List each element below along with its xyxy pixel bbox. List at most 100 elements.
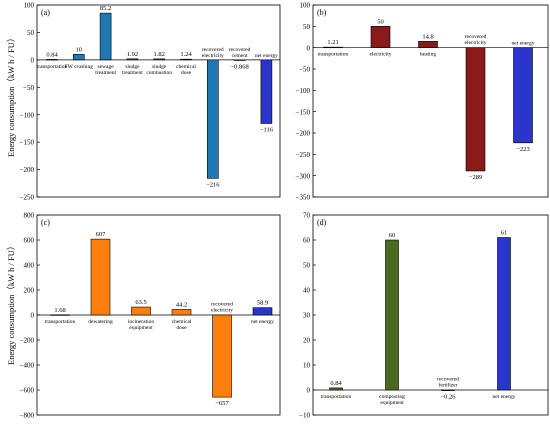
bar bbox=[207, 59, 219, 179]
category-label-line: dose bbox=[176, 325, 187, 331]
category-label-line: recovered bbox=[465, 34, 487, 40]
category-label: recovered cement bbox=[229, 47, 251, 59]
panel-label: (b) bbox=[317, 8, 327, 17]
category-label: recovered electricity bbox=[202, 47, 224, 59]
category-label: net energy bbox=[251, 319, 274, 325]
category-label-line: net energy bbox=[255, 53, 278, 59]
category-label-line: heating bbox=[420, 52, 436, 58]
panel-label: (a) bbox=[41, 8, 50, 17]
y-tick-label: 20 bbox=[303, 337, 311, 345]
category-label-line: dewatering bbox=[88, 319, 113, 325]
category-label: transportation bbox=[45, 319, 76, 325]
category-label-line: net energy bbox=[251, 319, 274, 325]
y-tick-label: −600 bbox=[20, 387, 35, 395]
category-label-line: electricity bbox=[211, 308, 233, 314]
bar bbox=[99, 12, 112, 61]
category-label-line: transportation bbox=[37, 64, 68, 70]
y-tick-label: 30 bbox=[303, 312, 311, 320]
category-label-line: recovered bbox=[211, 302, 233, 308]
category-label-line: recovered bbox=[202, 47, 224, 53]
chart-panel-1: −250 −200 −150 −100 −50 0 50 100 (a) 0.84 transpor… bbox=[20, 2, 281, 202]
category-label-line: net energy bbox=[493, 394, 516, 400]
category-label-line: sludge bbox=[152, 64, 167, 70]
category-label: chemical dose bbox=[176, 64, 196, 76]
data-label: −116 bbox=[260, 126, 274, 133]
chart-panel-4: −10 0 10 20 30 40 50 60 70 (d) 0.84 transportation 6… bbox=[299, 212, 549, 420]
category-label: sewage treatment bbox=[95, 64, 116, 76]
y-tick-label: −300 bbox=[296, 172, 311, 180]
y-tick-label: −150 bbox=[20, 139, 35, 147]
y-tick-label: 50 bbox=[303, 23, 311, 31]
bar bbox=[73, 54, 85, 61]
y-tick-label: −350 bbox=[296, 194, 311, 202]
y-axis-label-top: Energy consumption（kW h / FU） bbox=[6, 33, 16, 157]
bar bbox=[252, 307, 273, 316]
category-label-line: cement bbox=[232, 53, 248, 59]
category-label-line: transportation bbox=[321, 394, 352, 400]
bar bbox=[153, 58, 165, 61]
data-label: −216 bbox=[206, 181, 220, 188]
data-label: −223 bbox=[516, 146, 529, 153]
bar bbox=[329, 387, 343, 391]
category-label-line: treatment bbox=[95, 70, 116, 76]
y-tick-label: 400 bbox=[24, 262, 35, 270]
y-tick-label: −50 bbox=[299, 66, 310, 74]
category-label-line: chemical bbox=[176, 64, 196, 70]
category-label: net energy bbox=[512, 41, 535, 47]
data-label: −0.868 bbox=[230, 63, 248, 70]
category-label-line: recovered bbox=[437, 377, 459, 383]
y-tick-label: −100 bbox=[296, 87, 311, 95]
bar bbox=[260, 59, 273, 124]
bar bbox=[465, 47, 486, 172]
y-tick-label: 100 bbox=[300, 2, 311, 10]
category-label-line: dose bbox=[181, 70, 192, 76]
plot-frame bbox=[312, 4, 549, 198]
y-tick-label: 100 bbox=[24, 2, 35, 10]
y-tick-label: −800 bbox=[20, 412, 35, 420]
data-label: 1.21 bbox=[327, 39, 338, 46]
category-label-line: transportation bbox=[318, 52, 349, 58]
category-label-line: equipment bbox=[129, 325, 153, 331]
bar bbox=[513, 47, 533, 144]
bar bbox=[418, 41, 438, 48]
category-label-line: electricity bbox=[202, 53, 224, 59]
bar bbox=[50, 314, 70, 316]
category-label-line: treatment bbox=[122, 70, 143, 76]
data-label: 1.92 bbox=[127, 51, 138, 58]
bar bbox=[385, 239, 399, 391]
y-tick-label: −400 bbox=[20, 362, 35, 370]
y-tick-label: 40 bbox=[303, 287, 311, 295]
y-tick-label: 0 bbox=[31, 312, 35, 320]
chart-panel-3: −800 −600 −400 −200 0 200 400 600 800 (c) 1.68 tran… bbox=[20, 212, 281, 420]
y-tick-label: 60 bbox=[303, 237, 311, 245]
y-tick-label: 10 bbox=[303, 362, 311, 370]
y-tick-label: −200 bbox=[296, 130, 311, 138]
bar bbox=[233, 59, 246, 61]
category-label-line: FW crushing bbox=[65, 64, 94, 70]
data-label: 1.82 bbox=[154, 51, 165, 58]
plot-frame bbox=[36, 4, 281, 198]
data-label: 0.84 bbox=[46, 51, 58, 58]
bar bbox=[126, 58, 139, 61]
y-tick-label: −250 bbox=[20, 194, 35, 202]
category-label: dewatering bbox=[88, 319, 113, 325]
y-tick-label: −250 bbox=[296, 151, 311, 159]
category-label: transportation bbox=[37, 64, 68, 70]
panel-label: (d) bbox=[317, 218, 327, 227]
bar bbox=[441, 389, 455, 391]
y-tick-label: 800 bbox=[24, 212, 35, 220]
category-label-line: chemical bbox=[172, 319, 192, 325]
category-label-line: composting bbox=[379, 394, 405, 400]
bar bbox=[131, 306, 151, 316]
y-tick-label: −50 bbox=[23, 84, 34, 92]
y-tick-label: 0 bbox=[307, 44, 311, 52]
data-label: −657 bbox=[215, 400, 229, 407]
category-label-line: fertilizer bbox=[439, 382, 458, 389]
y-tick-label: 200 bbox=[24, 287, 35, 295]
category-label-line: sludge bbox=[125, 64, 140, 70]
category-label: net energy bbox=[255, 53, 278, 59]
y-tick-label: −10 bbox=[299, 412, 310, 420]
category-label: electricity bbox=[370, 52, 392, 58]
